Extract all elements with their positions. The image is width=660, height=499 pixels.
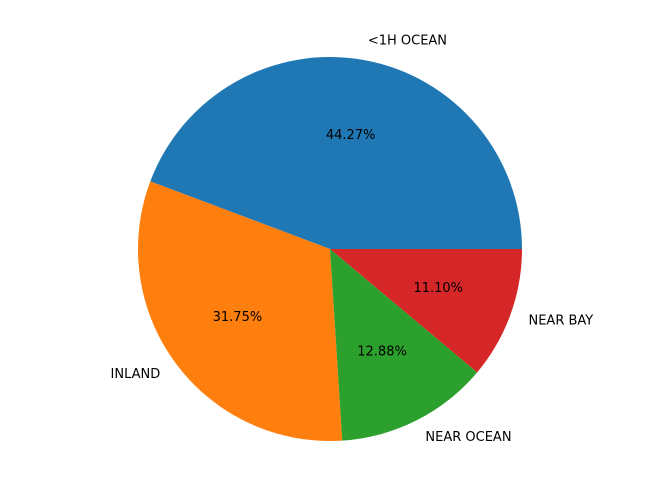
wedge-near-ocean	[330, 249, 478, 441]
category-label: NEAR BAY	[528, 314, 593, 329]
category-label: INLAND	[111, 367, 161, 382]
wedge-near-bay	[330, 249, 522, 373]
percent-labels: 44.27% 31.75% 12.88% 11.10%	[213, 128, 463, 359]
percent-label: 11.10%	[413, 281, 463, 296]
percent-label: 44.27%	[326, 128, 376, 143]
category-labels: <1H OCEAN INLAND NEAR OCEAN NEAR BAY	[111, 34, 594, 445]
wedge-inland	[138, 181, 343, 442]
category-label: NEAR OCEAN	[425, 430, 511, 445]
wedge-1h-ocean	[150, 57, 522, 250]
category-label: <1H OCEAN	[368, 34, 447, 49]
pie-wedges	[138, 57, 522, 442]
percent-label: 12.88%	[357, 344, 407, 359]
percent-label: 31.75%	[213, 310, 263, 325]
